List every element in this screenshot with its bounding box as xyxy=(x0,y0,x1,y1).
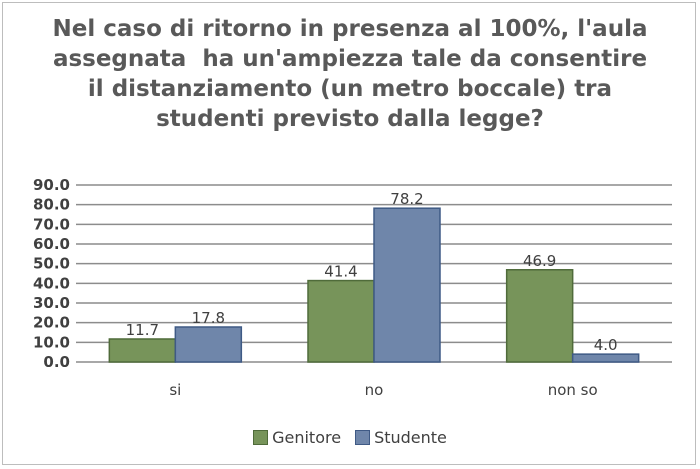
y-tick-label: 90.0 xyxy=(33,176,70,194)
legend-item-studente: Studente xyxy=(355,428,447,447)
y-tick-label: 50.0 xyxy=(33,255,70,273)
legend-swatch-studente xyxy=(355,430,371,445)
chart-title: Nel caso di ritorno in presenza al 100%,… xyxy=(20,14,680,134)
legend-item-genitore: Genitore xyxy=(253,428,341,447)
bar-studente-si xyxy=(174,326,243,363)
data-label: 4.0 xyxy=(594,336,618,354)
data-label: 11.7 xyxy=(126,321,159,339)
chart-title-line-4: studenti previsto dalla legge? xyxy=(156,106,544,132)
chart-frame xyxy=(2,2,696,465)
y-tick-label: 10.0 xyxy=(33,333,70,351)
bar-genitore-no xyxy=(307,279,375,363)
y-tick-label: 70.0 xyxy=(33,215,70,233)
legend-swatch-genitore xyxy=(253,430,269,445)
bar-studente-no xyxy=(373,207,441,363)
y-tick-label: 80.0 xyxy=(33,196,70,214)
legend-label-studente: Studente xyxy=(374,428,447,447)
y-tick-label: 20.0 xyxy=(33,314,70,332)
y-tick-label: 40.0 xyxy=(33,274,70,292)
y-tick-label: 0.0 xyxy=(43,353,70,371)
y-tick-label: 60.0 xyxy=(33,235,70,253)
chart-title-line-2: assegnata ha un'ampiezza tale da consent… xyxy=(52,46,648,72)
data-label: 78.2 xyxy=(390,190,423,208)
chart-title-line-3: il distanziamento (un metro boccale) tra xyxy=(87,76,613,102)
data-label: 41.4 xyxy=(324,263,357,281)
x-tick-label: non so xyxy=(548,381,598,399)
legend-label-genitore: Genitore xyxy=(272,428,342,447)
x-tick-label: si xyxy=(169,381,181,399)
bar-genitore-non-so xyxy=(505,269,574,363)
data-label: 46.9 xyxy=(523,252,556,270)
x-tick-label: no xyxy=(365,381,384,399)
bar-studente-non-so xyxy=(571,353,640,363)
legend: Genitore Studente xyxy=(0,428,700,447)
data-label: 17.8 xyxy=(192,309,225,327)
chart-title-line-1: Nel caso di ritorno in presenza al 100%,… xyxy=(52,16,648,42)
y-tick-label: 30.0 xyxy=(33,294,70,312)
bar-genitore-si xyxy=(108,338,177,363)
